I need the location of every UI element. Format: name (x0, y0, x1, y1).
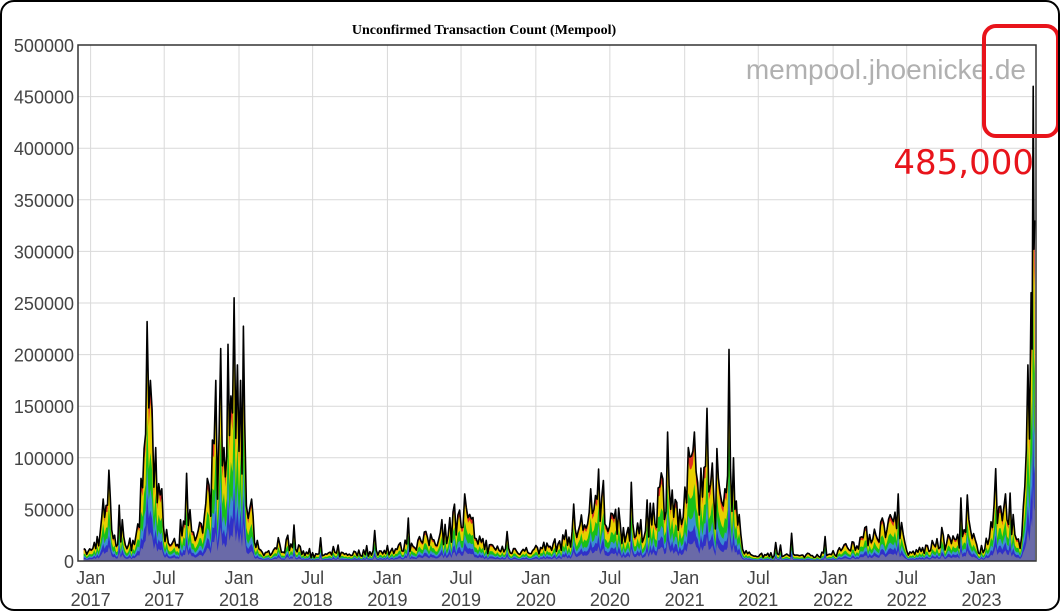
y-tick-label: 250000 (14, 294, 74, 314)
x-tick-year: 2020 (516, 590, 556, 610)
x-tick-year: 2021 (665, 590, 705, 610)
x-tick-year: 2019 (367, 590, 407, 610)
y-tick-label: 300000 (14, 242, 74, 262)
x-tick-month: Jan (76, 568, 105, 588)
x-tick-year: 2019 (441, 590, 481, 610)
highlight-box (982, 24, 1058, 138)
x-tick-year: 2017 (71, 590, 111, 610)
y-tick-label: 150000 (14, 397, 74, 417)
x-tick-month: Jul (598, 568, 621, 588)
y-axis-ticks: 0 50000 100000 150000 200000 250000 300000 3500… (14, 36, 74, 572)
y-tick-label: 450000 (14, 88, 74, 108)
plot-area (83, 85, 1036, 562)
fee-band-yellow (83, 143, 1035, 561)
y-tick-label: 350000 (14, 191, 74, 211)
x-tick-month: Jan (521, 568, 550, 588)
y-tick-label: 200000 (14, 346, 74, 366)
y-tick-label: 50000 (24, 500, 74, 520)
x-tick-month: Jul (301, 568, 324, 588)
x-tick-year: 2022 (887, 590, 927, 610)
x-tick-month: Jan (967, 568, 996, 588)
x-tick-month: Jul (153, 568, 176, 588)
y-tick-label: 100000 (14, 449, 74, 469)
x-tick-month: Jul (747, 568, 770, 588)
y-tick-label: 0 (64, 552, 74, 572)
watermark-text: mempool.jhoenicke.de (746, 54, 1026, 85)
x-tick-year: 2018 (293, 590, 333, 610)
x-tick-month: Jul (450, 568, 473, 588)
x-axis-ticks: Jan2017Jul2017Jan2018Jul2018Jan2019Jul20… (71, 568, 1002, 610)
x-tick-year: 2020 (590, 590, 630, 610)
grid (78, 44, 1036, 561)
peak-annotation: 485,000 (893, 143, 1034, 183)
x-tick-month: Jan (819, 568, 848, 588)
x-tick-year: 2022 (813, 590, 853, 610)
x-tick-year: 2018 (219, 590, 259, 610)
plot-border (77, 44, 1037, 562)
x-tick-month: Jan (225, 568, 254, 588)
x-tick-month: Jan (670, 568, 699, 588)
y-tick-label: 400000 (14, 139, 74, 159)
chart-title: Unconfirmed Transaction Count (Mempool) (352, 23, 617, 38)
x-tick-month: Jan (373, 568, 402, 588)
x-tick-month: Jul (895, 568, 918, 588)
y-tick-label: 500000 (14, 36, 74, 56)
x-tick-year: 2017 (144, 590, 184, 610)
x-tick-year: 2021 (738, 590, 778, 610)
x-tick-year: 2023 (961, 590, 1001, 610)
mempool-series-line (83, 85, 1036, 559)
